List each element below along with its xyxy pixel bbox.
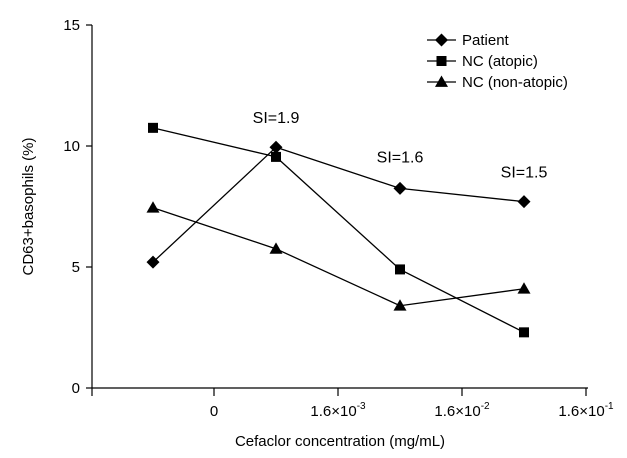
legend-marker — [435, 75, 448, 87]
data-point — [517, 195, 531, 209]
legend-label: NC (non-atopic) — [462, 74, 568, 91]
data-point — [517, 282, 531, 294]
series-nc-non-atopic — [146, 201, 531, 311]
x-tick-label: 1.6×10-1 — [558, 401, 614, 420]
data-point — [269, 242, 283, 254]
legend: Patient NC (atopic) NC (non-atopic) — [427, 32, 568, 91]
data-point — [146, 255, 160, 269]
annotation-layer: SI=1.9 SI=1.6 SI=1.5 — [253, 110, 548, 181]
y-tick-label: 0 — [72, 380, 80, 397]
legend-item: NC (atopic) — [427, 53, 538, 70]
x-tick-label: 1.6×10-2 — [434, 401, 490, 420]
data-point — [395, 264, 405, 275]
legend-item: Patient — [427, 32, 510, 49]
data-point — [393, 299, 407, 311]
series-line — [152, 127, 525, 333]
data-point — [393, 181, 407, 195]
x-tick-label: 1.6×10-3 — [310, 401, 366, 420]
series-nc-atopic — [148, 122, 529, 338]
series-layer — [146, 122, 531, 338]
si-annotation: SI=1.6 — [377, 149, 424, 166]
axes: 0 5 10 15 0 1.6×10-3 1.6×10-2 1.6×10-1 Cefaclor … — [20, 17, 614, 450]
si-annotation: SI=1.5 — [501, 165, 548, 182]
data-point — [269, 140, 283, 154]
legend-label: NC (atopic) — [462, 53, 538, 70]
data-point — [519, 327, 529, 338]
y-tick-label: 10 — [63, 138, 80, 155]
series-patient — [146, 140, 531, 269]
legend-marker — [436, 56, 447, 66]
y-tick-label: 15 — [63, 17, 80, 34]
series-line — [152, 146, 525, 263]
data-point — [271, 151, 281, 162]
legend-marker — [435, 33, 448, 47]
x-tick-label: 0 — [210, 403, 218, 420]
si-annotation: SI=1.9 — [253, 110, 300, 127]
y-tick-label: 5 — [72, 259, 80, 276]
x-axis-title: Cefaclor concentration (mg/mL) — [235, 433, 445, 450]
legend-item: NC (non-atopic) — [427, 74, 568, 91]
series-line — [152, 207, 525, 307]
y-axis-title: CD63+basophils (%) — [20, 138, 37, 276]
data-point — [148, 122, 158, 133]
data-point — [146, 201, 160, 213]
legend-label: Patient — [462, 32, 510, 49]
